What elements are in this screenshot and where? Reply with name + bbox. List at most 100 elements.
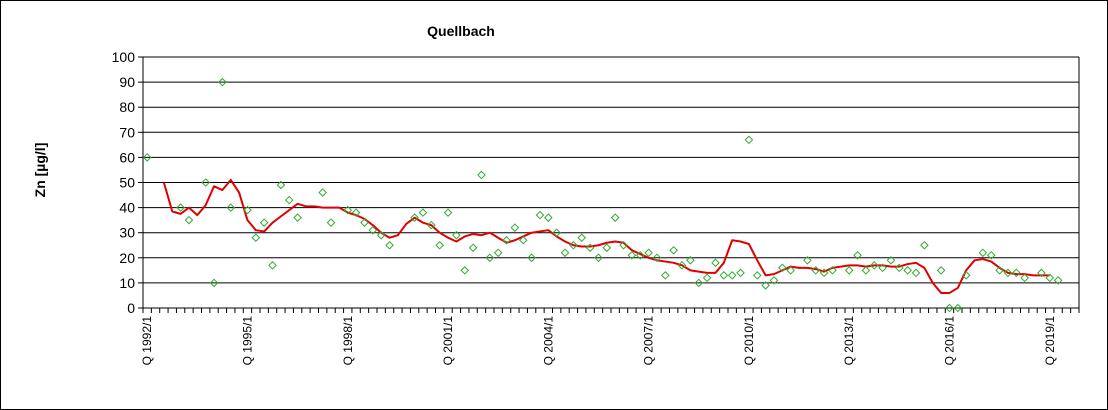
data-point (201, 178, 210, 187)
data-point (510, 223, 520, 232)
data-point (986, 250, 996, 260)
data-point (619, 240, 628, 250)
data-point (226, 203, 236, 212)
data-point (719, 271, 729, 280)
data-point (819, 268, 829, 278)
series-points-layer (142, 77, 1063, 313)
data-point (218, 77, 227, 87)
data-point (560, 248, 570, 258)
data-point (1020, 273, 1029, 283)
y-tick-label: 80 (119, 99, 135, 115)
data-point (360, 218, 369, 227)
data-point (861, 266, 871, 275)
data-point (727, 271, 737, 280)
x-tick-label: Q 1998/1 (341, 316, 355, 366)
data-point (711, 258, 720, 268)
data-point (243, 205, 252, 215)
data-point (686, 256, 695, 265)
data-point (694, 278, 704, 288)
data-point (627, 250, 637, 260)
data-point (853, 250, 862, 260)
x-tick-label: Q 2019/1 (1043, 316, 1057, 366)
y-tick-label: 10 (119, 275, 135, 291)
data-point (961, 271, 971, 280)
data-point (761, 281, 770, 290)
data-point (184, 215, 194, 225)
data-point (268, 261, 277, 270)
y-tick-label: 70 (119, 124, 135, 140)
data-point (644, 248, 653, 258)
data-point (828, 266, 837, 275)
data-point (251, 233, 261, 243)
x-tick-label: Q 2016/1 (942, 316, 956, 366)
data-point (452, 230, 461, 240)
data-point (418, 208, 428, 217)
data-point (410, 213, 419, 222)
x-tick-label: Q 2001/1 (441, 316, 455, 366)
data-point (535, 210, 545, 220)
data-point (468, 243, 478, 253)
series-line (162, 178, 1050, 294)
data-point (945, 303, 954, 313)
data-point (635, 250, 645, 260)
data-point (443, 208, 453, 217)
data-point (435, 240, 444, 250)
axes (142, 57, 1080, 313)
data-point (920, 240, 929, 250)
data-point (878, 263, 887, 273)
data-point (903, 266, 912, 275)
data-point (1045, 273, 1055, 283)
series-line-layer (162, 178, 1050, 294)
data-point (284, 195, 294, 205)
data-point (1053, 276, 1063, 285)
x-tick-label: Q 2004/1 (541, 316, 555, 366)
data-point (911, 268, 921, 278)
data-point (1012, 268, 1021, 278)
y-tick-label: 100 (112, 49, 136, 65)
y-tick-label: 60 (119, 149, 135, 165)
data-point (811, 266, 821, 275)
data-point (585, 243, 595, 253)
data-point (995, 266, 1004, 275)
y-tick-label: 30 (119, 225, 135, 241)
data-point (176, 203, 185, 212)
y-tick-labels: 0 10 20 30 40 50 60 70 80 90 100 (112, 49, 136, 316)
data-point (385, 240, 394, 250)
gridlines (138, 56, 1079, 309)
data-point (752, 271, 762, 280)
data-point (502, 235, 511, 245)
x-tick-label: Q 1995/1 (240, 316, 254, 366)
y-axis-label: Zn [µg/l] (32, 143, 48, 198)
x-tick-label: Q 2010/1 (742, 316, 756, 366)
data-point (569, 240, 578, 250)
data-point (577, 233, 587, 243)
data-point (427, 220, 436, 230)
x-tick-labels: Q 1992/1 Q 1995/1 Q 1998/1 Q 2001/1 Q 2004/1… (140, 316, 1057, 366)
data-point (953, 303, 963, 313)
y-tick-label: 20 (119, 250, 135, 266)
data-point (460, 266, 470, 275)
data-point (293, 213, 302, 222)
data-point (886, 256, 896, 265)
y-tick-label: 0 (127, 300, 135, 316)
y-tick-label: 50 (119, 175, 135, 191)
y-tick-label: 40 (119, 200, 135, 216)
data-point (661, 271, 670, 280)
data-point (493, 248, 503, 258)
data-point (594, 253, 603, 263)
data-point (1037, 268, 1046, 278)
x-tick-label: Q 2007/1 (642, 316, 656, 366)
data-point (702, 273, 712, 283)
data-point (552, 228, 561, 238)
data-point (869, 261, 879, 270)
data-point (803, 256, 812, 265)
data-point (744, 135, 754, 145)
data-point (326, 218, 336, 227)
chart-title: Quellbach (427, 23, 495, 39)
data-point (786, 266, 795, 275)
data-point (477, 170, 486, 180)
data-point (677, 261, 687, 270)
data-point (895, 263, 904, 273)
